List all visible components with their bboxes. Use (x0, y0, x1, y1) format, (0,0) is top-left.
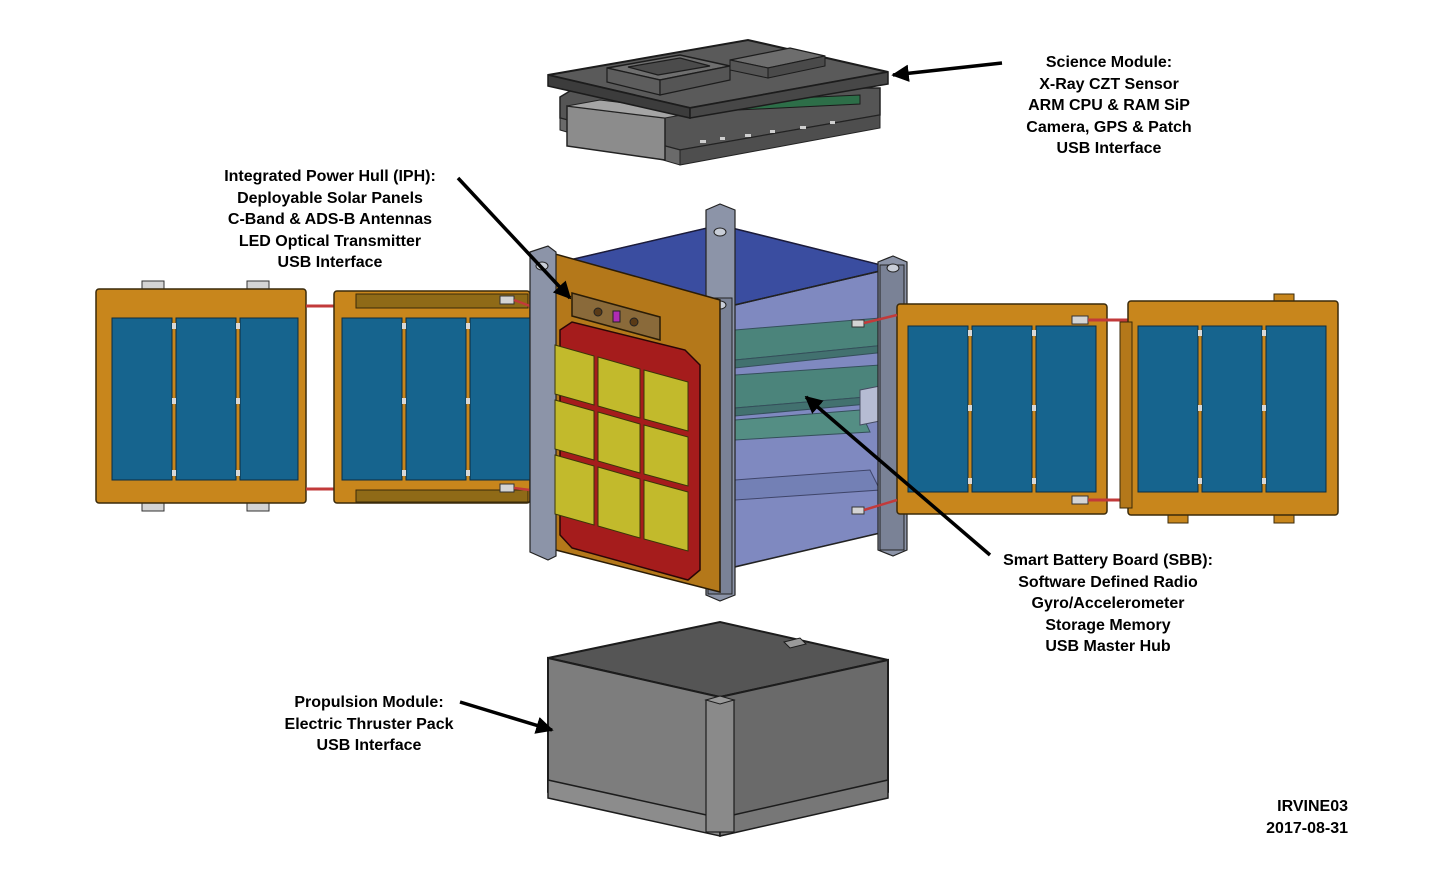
power-hull-line: C-Band & ADS-B Antennas (227, 211, 433, 228)
propulsion-module-line: USB Interface (316, 737, 422, 754)
battery-board-line: Storage Memory (1045, 616, 1171, 634)
propulsion-module-label: Propulsion Module: Electric Thruster Pac… (258, 692, 480, 757)
science-module-label: Science Module: X-Ray CZT Sensor ARM CPU… (1000, 52, 1218, 160)
drawing-id-block: IRVINE03 2017-08-31 (1238, 796, 1348, 839)
right-solar-panel-outer (1119, 293, 1339, 524)
arrow-science-module (891, 61, 1003, 82)
science-module-title: Science Module: (1045, 54, 1173, 71)
right-solar-panel-inner (851, 303, 1108, 515)
battery-board-line: Software Defined Radio (1018, 573, 1198, 591)
science-module-line: X-Ray CZT Sensor (1039, 75, 1179, 93)
left-hinge-wires (306, 304, 334, 491)
power-hull-line: LED Optical Transmitter (238, 232, 422, 250)
power-hull-line: Deployable Solar Panels (237, 189, 423, 207)
left-solar-panel-inner (333, 290, 531, 504)
propulsion-module (547, 620, 889, 837)
propulsion-module-title: Propulsion Module: (294, 694, 444, 711)
integrated-power-hull (529, 203, 908, 602)
science-module-line: Camera, GPS & Patch (1026, 118, 1192, 136)
arrow-power-hull (456, 176, 572, 300)
battery-board-title: Smart Battery Board (SBB): (1003, 552, 1213, 569)
battery-board-line: Gyro/Accelerometer (1031, 595, 1185, 612)
science-module-line: USB Interface (1056, 140, 1162, 157)
power-hull-title: Integrated Power Hull (IPH): (224, 168, 436, 185)
power-hull-label: Integrated Power Hull (IPH): Deployable … (196, 166, 464, 274)
propulsion-module-line: Electric Thruster Pack (284, 715, 454, 733)
drawing-name: IRVINE03 (1277, 798, 1348, 815)
leader-arrows (456, 61, 1003, 734)
c-band-antenna-array (554, 344, 689, 552)
battery-board-label: Smart Battery Board (SBB): Software Defi… (980, 550, 1236, 658)
arrow-battery-board (804, 395, 992, 557)
arrow-propulsion-module (459, 700, 554, 734)
left-solar-panel-outer (95, 280, 307, 512)
drawing-date: 2017-08-31 (1266, 819, 1348, 837)
battery-board-line: USB Master Hub (1045, 638, 1171, 655)
science-module-line: ARM CPU & RAM SiP (1028, 97, 1190, 114)
power-hull-line: USB Interface (277, 254, 383, 271)
science-module (547, 38, 889, 166)
